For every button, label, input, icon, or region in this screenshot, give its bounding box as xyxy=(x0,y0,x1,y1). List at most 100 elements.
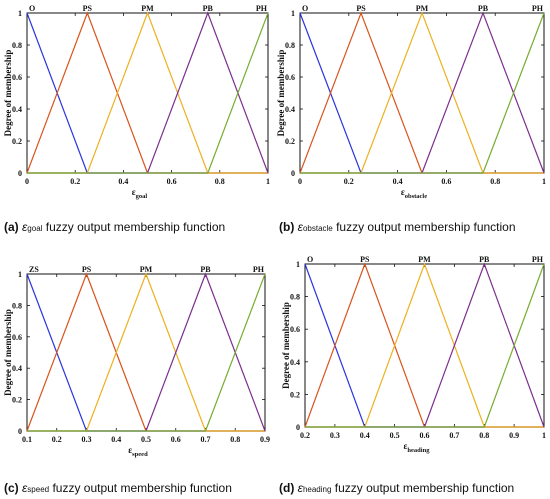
x-tick-label-a: 1 xyxy=(266,177,270,186)
y-tick-label-b: 0.8 xyxy=(285,41,295,50)
caption-d-sub: heading xyxy=(302,485,332,494)
x-tick-label-d: 1 xyxy=(542,431,546,440)
y-tick-label-a: 0.4 xyxy=(12,105,22,114)
chart-svg-d: 00.20.40.60.810.2 0.3 0.4 0.5 0.6 0.7 0.8 0.9 1D… xyxy=(281,255,546,454)
x-tick-label-b: 1 xyxy=(542,177,546,186)
x-tick-label-d: 0.2 xyxy=(300,431,310,440)
x-axis-label-b: εobstacle xyxy=(401,187,427,200)
plot-frame-a xyxy=(26,12,269,174)
mf-label-ps-b: PS xyxy=(356,4,366,13)
y-tick-label-c: 0.8 xyxy=(12,301,22,310)
mf-label-o-d: O xyxy=(307,255,313,264)
x-tick-label-c: 0.3 xyxy=(82,435,92,444)
series-line-pm-a xyxy=(86,11,209,174)
mf-label-ps-c: PS xyxy=(82,265,92,274)
chart-svg-c: 0 0.2 0.4 0.6 0.8 1 0.1 0.2 0.3 0.4 0.5 0.6 0.7 0.8 0.… xyxy=(3,265,270,458)
series-line-ps-b xyxy=(299,11,423,174)
x-tick-label-c: 0.5 xyxy=(141,435,151,444)
x-tick-label-a: 0.4 xyxy=(118,177,128,186)
x-tick-label-a: 0.8 xyxy=(215,177,225,186)
y-tick-label-a: 0.8 xyxy=(12,41,22,50)
plot-frame-b xyxy=(299,12,545,174)
chart-panel-d: 0 0.2 0.4 0.6 0.8 1 0.2 0.3 0.4 0.5 0.6 0.7 0.8 0.9 1 D… xyxy=(275,250,550,465)
y-tick-label-d: 1 xyxy=(296,260,300,269)
y-tick-label-c: 0 xyxy=(18,427,22,436)
x-tick-label-d: 0.7 xyxy=(449,431,459,440)
mf-label-ph-b: PH xyxy=(532,4,544,13)
x-tick-label-b: 0 xyxy=(298,177,302,186)
x-tick-label-d: 0.8 xyxy=(479,431,489,440)
y-tick-label-b: 0.2 xyxy=(285,137,295,146)
y-tick-label-b: 1 xyxy=(291,9,295,18)
x-tick-label-d: 0.9 xyxy=(509,431,519,440)
caption-b-symbol: ε xyxy=(297,220,303,234)
y-tick-label-c: 0.6 xyxy=(12,333,22,342)
x-axis-label-sub-c: speed xyxy=(132,451,148,458)
series-line-pb-d xyxy=(423,262,545,428)
chart-svg-a: 0 0.2 0.4 0.6 0.8 1 0 0.2 0.4 0.6 0.8 1 Degree of me… xyxy=(3,4,270,200)
x-axis-label-symbol-c: ε xyxy=(128,445,132,455)
series-line-pm-d xyxy=(364,262,485,428)
series-line-ph-d xyxy=(483,263,545,428)
mf-label-ps-a: PS xyxy=(83,4,93,13)
x-axis-label-sub-a: goal xyxy=(136,193,148,200)
y-tick-label-c: 0.4 xyxy=(12,364,22,373)
series-line-pm-c xyxy=(85,272,207,432)
x-tick-label-d: 0.6 xyxy=(420,431,430,440)
caption-d: (d) εheading fuzzy output membership fun… xyxy=(279,481,514,495)
y-tick-label-d: 0.4 xyxy=(290,358,300,367)
x-tick-label-c: 0.2 xyxy=(52,435,62,444)
mf-label-pb-a: PB xyxy=(203,4,214,13)
y-tick-label-a: 0.6 xyxy=(12,73,22,82)
mf-label-pb-b: PB xyxy=(478,4,489,13)
x-axis-label-symbol-a: ε xyxy=(132,187,136,197)
series-line-pb-a xyxy=(146,11,269,174)
y-tick-label-c: 1 xyxy=(18,270,22,279)
caption-c-sub: speed xyxy=(27,485,50,494)
x-tick-label-c: 0.4 xyxy=(111,435,121,444)
y-tick-label-b: 0 xyxy=(291,169,295,178)
x-tick-label-d: 0.4 xyxy=(360,431,370,440)
caption-a-symbol: ε xyxy=(22,220,28,234)
caption-d-text: fuzzy output membership function xyxy=(334,481,515,495)
x-axis-label-symbol-d: ε xyxy=(404,441,408,451)
x-axis-label-c: εspeed xyxy=(128,445,148,458)
y-tick-label-a: 0.2 xyxy=(12,137,22,146)
series-line-ps-d xyxy=(304,262,426,428)
series-line-ph-a xyxy=(207,12,269,174)
y-tick-label-a: 0 xyxy=(18,169,22,178)
y-axis-label-d: Degree of membership xyxy=(281,302,291,389)
series-line-ph-b xyxy=(482,12,545,174)
y-tick-label-c: 0.2 xyxy=(12,396,22,405)
series-line-ps-a xyxy=(26,11,149,174)
y-axis-label-a: Degree of membership xyxy=(3,50,13,137)
x-tick-label-c: 0.7 xyxy=(201,435,211,444)
chart-svg-b: 0 0.2 0.4 0.6 0.8 1 0 0.2 0.4 0.6 0.8 1 Degree of me… xyxy=(276,4,546,200)
x-axis-label-symbol-b: ε xyxy=(401,187,405,197)
x-tick-label-c: 0.8 xyxy=(230,435,240,444)
mf-label-pm-a: PM xyxy=(141,4,154,13)
x-tick-label-d: 0.5 xyxy=(390,431,400,440)
x-tick-label-d: 0.3 xyxy=(330,431,340,440)
caption-c-symbol: ε xyxy=(22,481,28,495)
series-line-ph-c xyxy=(204,273,266,432)
x-tick-label-c: 0.1 xyxy=(22,435,32,444)
caption-c-letter: (c) xyxy=(4,481,19,495)
mf-label-pm-d: PM xyxy=(418,255,431,264)
x-axis-label-sub-d: heading xyxy=(407,447,430,454)
caption-c: (c) εspeed fuzzy output membership funct… xyxy=(4,481,232,495)
plot-frame-d xyxy=(304,263,545,428)
y-tick-label-a: 1 xyxy=(18,9,22,18)
mf-label-o-a: O xyxy=(29,4,35,13)
series-line-ps-c xyxy=(26,272,147,432)
mf-label-zs-c: ZS xyxy=(29,265,39,274)
y-tick-label-d: 0.6 xyxy=(290,325,300,334)
caption-c-text: fuzzy output membership function xyxy=(52,481,232,495)
caption-d-letter: (d) xyxy=(279,481,295,495)
mf-label-ph-c: PH xyxy=(253,265,265,274)
caption-b-sub: obstacle xyxy=(302,224,333,233)
series-line-pb-b xyxy=(421,11,545,174)
y-axis-label-b: Degree of membership xyxy=(276,50,286,137)
mf-label-pm-b: PM xyxy=(416,4,429,13)
caption-a: (a) εgoal fuzzy output membership functi… xyxy=(4,220,225,234)
